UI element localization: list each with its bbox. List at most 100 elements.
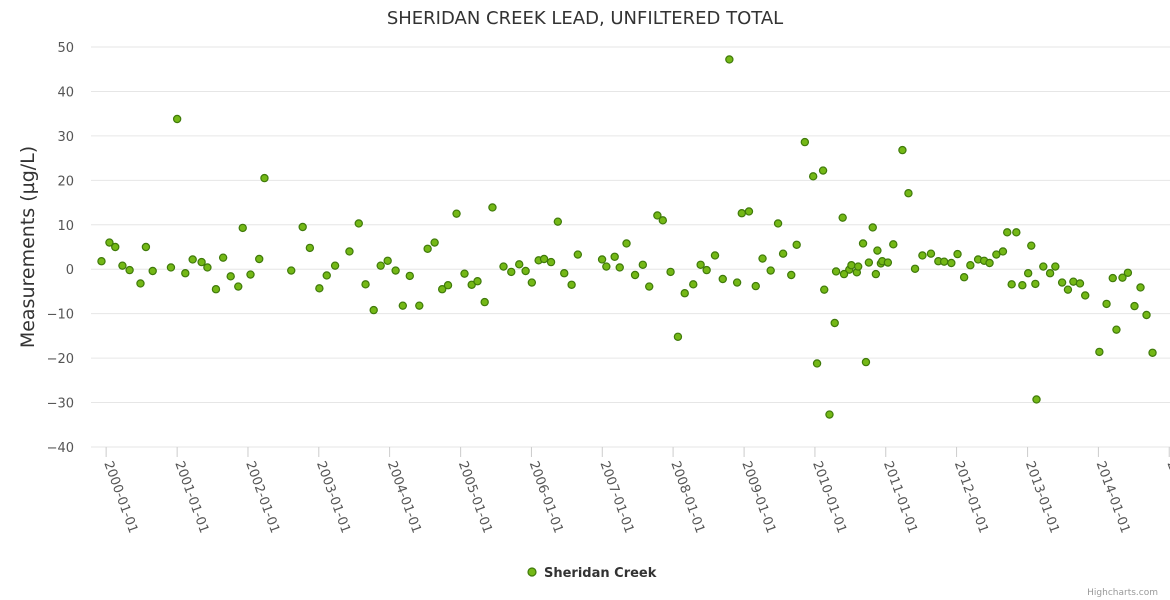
data-point[interactable] bbox=[696, 260, 705, 269]
data-point[interactable] bbox=[188, 255, 197, 264]
data-point[interactable] bbox=[939, 257, 949, 266]
data-point[interactable] bbox=[507, 267, 516, 277]
data-point[interactable] bbox=[111, 242, 120, 252]
data-point[interactable] bbox=[732, 278, 742, 287]
data-point[interactable] bbox=[673, 332, 683, 341]
data-point[interactable] bbox=[1023, 269, 1033, 278]
data-point[interactable] bbox=[868, 223, 877, 232]
data-point[interactable] bbox=[1081, 291, 1090, 300]
data-point[interactable] bbox=[1018, 281, 1027, 290]
data-point[interactable] bbox=[689, 280, 698, 289]
data-point[interactable] bbox=[238, 223, 247, 233]
data-point[interactable] bbox=[1063, 285, 1073, 294]
data-point[interactable] bbox=[820, 285, 829, 294]
data-point[interactable] bbox=[778, 249, 788, 258]
data-point[interactable] bbox=[460, 269, 469, 278]
data-point[interactable] bbox=[889, 240, 898, 249]
data-point[interactable] bbox=[1003, 228, 1012, 237]
data-point[interactable] bbox=[480, 297, 489, 307]
data-point[interactable] bbox=[751, 281, 760, 291]
data-point[interactable] bbox=[800, 137, 810, 147]
data-point[interactable] bbox=[898, 145, 907, 155]
data-point[interactable] bbox=[959, 273, 969, 282]
data-point[interactable] bbox=[118, 261, 127, 270]
data-point[interactable] bbox=[1032, 395, 1041, 404]
data-point[interactable] bbox=[452, 209, 461, 218]
data-point[interactable] bbox=[97, 257, 106, 266]
data-point[interactable] bbox=[1075, 279, 1085, 288]
data-point[interactable] bbox=[953, 249, 962, 259]
data-point[interactable] bbox=[831, 267, 841, 276]
data-point[interactable] bbox=[172, 114, 182, 124]
data-point[interactable] bbox=[391, 266, 400, 275]
data-point[interactable] bbox=[430, 238, 439, 247]
data-point[interactable] bbox=[1039, 262, 1048, 271]
data-point[interactable] bbox=[630, 270, 640, 280]
data-point[interactable] bbox=[910, 264, 920, 273]
data-point[interactable] bbox=[443, 281, 453, 290]
data-point[interactable] bbox=[680, 289, 689, 298]
data-point[interactable] bbox=[405, 271, 414, 281]
data-point[interactable] bbox=[136, 279, 145, 288]
series-sheridan-creek[interactable] bbox=[97, 55, 1157, 419]
data-point[interactable] bbox=[527, 278, 537, 287]
data-point[interactable] bbox=[818, 166, 828, 175]
data-point[interactable] bbox=[1031, 279, 1040, 289]
credits-link[interactable]: Highcharts.com bbox=[1087, 588, 1158, 598]
data-point[interactable] bbox=[473, 277, 482, 286]
data-point[interactable] bbox=[1045, 269, 1055, 278]
data-point[interactable] bbox=[226, 272, 235, 281]
data-point[interactable] bbox=[966, 261, 975, 270]
data-point[interactable] bbox=[1027, 241, 1036, 250]
data-point[interactable] bbox=[1148, 348, 1157, 357]
legend-item-sheridan-creek[interactable]: Sheridan Creek bbox=[527, 566, 657, 581]
data-point[interactable] bbox=[218, 253, 228, 262]
data-point[interactable] bbox=[423, 244, 432, 253]
data-point[interactable] bbox=[615, 263, 624, 272]
data-point[interactable] bbox=[702, 265, 711, 275]
data-point[interactable] bbox=[521, 266, 530, 276]
data-point[interactable] bbox=[305, 243, 315, 253]
data-point[interactable] bbox=[792, 240, 801, 249]
data-point[interactable] bbox=[515, 260, 524, 269]
data-point[interactable] bbox=[148, 266, 157, 276]
data-point[interactable] bbox=[369, 305, 378, 315]
data-point[interactable] bbox=[383, 256, 392, 265]
data-point[interactable] bbox=[437, 285, 447, 294]
data-point[interactable] bbox=[398, 301, 408, 310]
data-point[interactable] bbox=[710, 251, 720, 260]
data-point[interactable] bbox=[197, 257, 206, 267]
data-point[interactable] bbox=[766, 266, 775, 275]
data-point[interactable] bbox=[1051, 262, 1060, 271]
data-point[interactable] bbox=[622, 239, 631, 248]
data-point[interactable] bbox=[1102, 299, 1111, 309]
data-point[interactable] bbox=[758, 254, 767, 263]
data-point[interactable] bbox=[553, 217, 563, 226]
data-point[interactable] bbox=[361, 280, 370, 289]
data-point[interactable] bbox=[904, 189, 913, 198]
data-point[interactable] bbox=[858, 239, 868, 248]
data-point[interactable] bbox=[773, 219, 783, 228]
data-point[interactable] bbox=[1095, 347, 1104, 357]
data-point[interactable] bbox=[1108, 273, 1117, 283]
data-point[interactable] bbox=[658, 216, 668, 225]
data-point[interactable] bbox=[873, 246, 882, 255]
data-point[interactable] bbox=[1136, 283, 1145, 292]
data-point[interactable] bbox=[499, 262, 508, 271]
data-point[interactable] bbox=[567, 280, 576, 289]
data-point[interactable] bbox=[322, 271, 331, 280]
data-point[interactable] bbox=[883, 258, 893, 267]
data-point[interactable] bbox=[354, 219, 363, 228]
data-point[interactable] bbox=[597, 255, 607, 264]
data-point[interactable] bbox=[560, 269, 569, 278]
data-point[interactable] bbox=[787, 270, 796, 280]
data-point[interactable] bbox=[573, 250, 583, 259]
data-point[interactable] bbox=[1057, 278, 1067, 287]
data-point[interactable] bbox=[998, 247, 1008, 256]
data-point[interactable] bbox=[744, 207, 754, 216]
data-point[interactable] bbox=[638, 260, 648, 269]
data-point[interactable] bbox=[602, 262, 611, 271]
data-point[interactable] bbox=[546, 257, 556, 267]
data-point[interactable] bbox=[345, 247, 354, 256]
data-point[interactable] bbox=[376, 261, 385, 270]
